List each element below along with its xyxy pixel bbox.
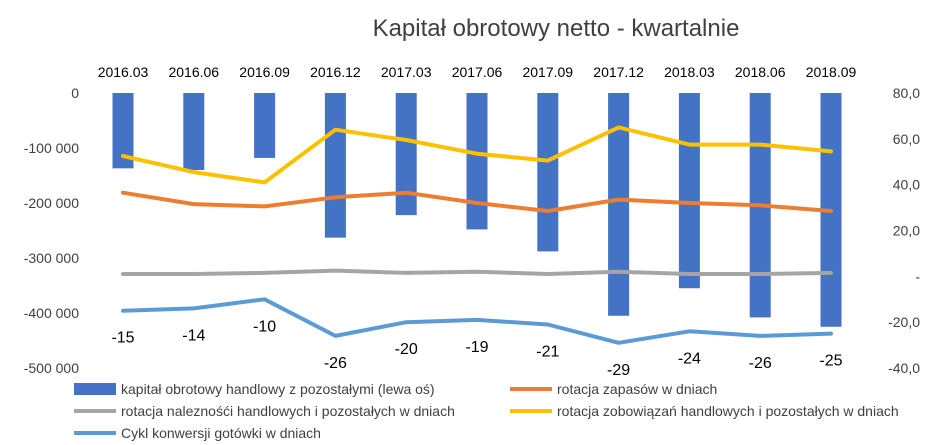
category-label: 2017.12 — [593, 64, 644, 80]
legend-item: rotacja zobowiązań handlowych i pozostał… — [510, 403, 899, 419]
bar — [466, 93, 488, 230]
left-axis-ticks: 0 -100 000 -200 000 -300 000 -400 000 -500 00… — [24, 85, 79, 376]
line-series — [121, 125, 833, 345]
data-label: -25 — [819, 353, 842, 370]
category-label: 2018.09 — [806, 64, 857, 80]
category-label: 2016.03 — [98, 64, 149, 80]
bar — [678, 93, 700, 289]
data-label: -24 — [678, 350, 701, 367]
category-label: 2016.09 — [239, 64, 290, 80]
right-axis-tick-label: 20,0 — [893, 223, 920, 239]
legend-item: Cykl konwersji gotówki w dniach — [74, 425, 321, 441]
data-label: -21 — [536, 343, 559, 360]
data-labels: -15 -14 -10 -26 -20 -19 -21 -29 -24 -26 -25 — [111, 318, 842, 379]
legend-label: Cykl konwersji gotówki w dniach — [121, 425, 321, 441]
data-label: -29 — [607, 362, 630, 379]
category-label: 2017.06 — [452, 64, 503, 80]
left-axis-tick-label: -100 000 — [24, 140, 79, 156]
right-axis-tick-label: 40,0 — [893, 177, 920, 193]
data-label: -20 — [395, 341, 418, 358]
category-label: 2018.06 — [735, 64, 786, 80]
category-label: 2017.03 — [381, 64, 432, 80]
data-label: -15 — [111, 330, 134, 347]
legend-swatch — [74, 383, 116, 395]
left-axis-tick-label: -500 000 — [24, 360, 79, 376]
data-label: -26 — [324, 355, 347, 372]
series-line — [121, 125, 833, 185]
right-axis-tick-label: - — [915, 268, 920, 284]
series-line — [121, 190, 833, 213]
bar — [537, 93, 559, 252]
bar — [254, 93, 276, 158]
right-axis-tick-label: 60,0 — [893, 131, 920, 147]
left-axis-tick-label: -300 000 — [24, 250, 79, 266]
data-label: -10 — [253, 318, 276, 335]
legend-label: kapitał obrotowy handlowy z pozostałymi … — [121, 381, 435, 397]
bar — [112, 93, 134, 169]
left-axis-tick-label: -400 000 — [24, 305, 79, 321]
series-line — [121, 297, 833, 345]
bar — [608, 93, 630, 316]
category-label: 2016.12 — [310, 64, 361, 80]
legend: kapitał obrotowy handlowy z pozostałymi … — [74, 381, 899, 441]
series-line — [121, 268, 833, 276]
category-label: 2016.06 — [168, 64, 219, 80]
legend-item: rotacja zapasów w dniach — [510, 381, 717, 397]
legend-item: rotacja naleznośći handlowych i pozostał… — [74, 403, 455, 419]
data-label: -19 — [465, 339, 488, 356]
data-label: -26 — [749, 355, 772, 372]
data-label: -14 — [182, 327, 205, 344]
right-axis-tick-label: -40,0 — [888, 360, 920, 376]
bar — [183, 93, 205, 170]
legend-label: rotacja naleznośći handlowych i pozostał… — [121, 403, 455, 419]
chart-title: Kapitał obrotowy netto - kwartalnie — [373, 15, 740, 42]
legend-label: rotacja zobowiązań handlowych i pozostał… — [557, 403, 899, 419]
right-axis-ticks: 80,0 60,0 40,0 20,0 - -20,0 -40,0 — [888, 85, 920, 376]
bar — [324, 93, 346, 238]
category-labels: 2016.03 2016.06 2016.09 2016.12 2017.03 2017.… — [98, 64, 857, 80]
category-label: 2018.03 — [664, 64, 715, 80]
left-axis-tick-label: 0 — [71, 85, 79, 101]
right-axis-tick-label: 80,0 — [893, 85, 920, 101]
legend-label: rotacja zapasów w dniach — [557, 381, 717, 397]
right-axis-tick-label: -20,0 — [888, 314, 920, 330]
bar-series — [112, 93, 842, 327]
left-axis-tick-label: -200 000 — [24, 195, 79, 211]
bar — [395, 93, 417, 216]
category-label: 2017.09 — [522, 64, 573, 80]
legend-item: kapitał obrotowy handlowy z pozostałymi … — [74, 381, 435, 397]
